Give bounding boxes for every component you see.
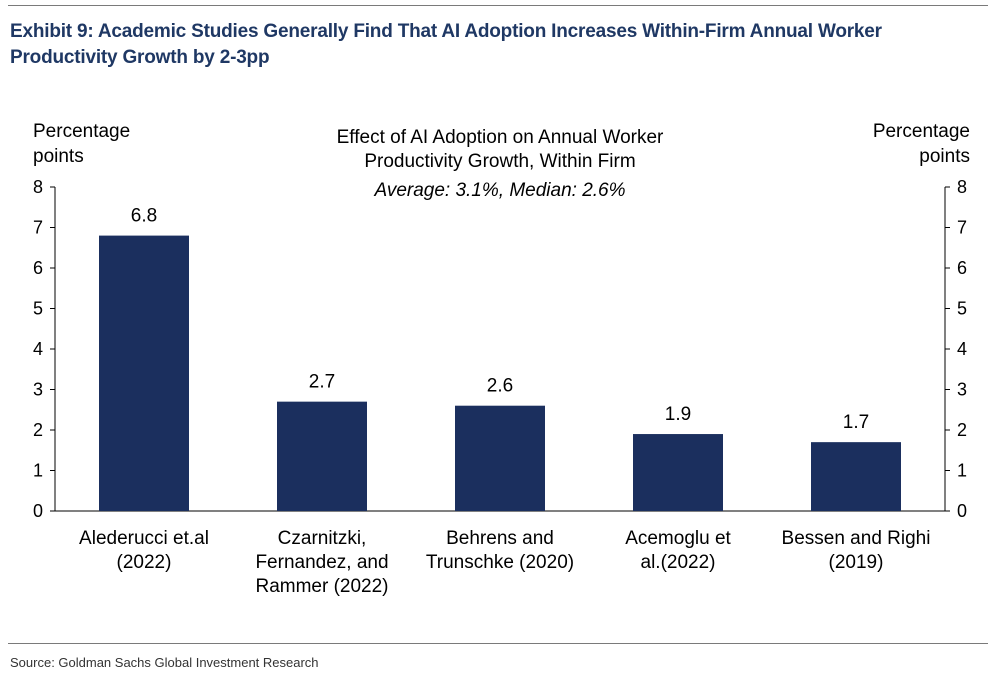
- chart-subtitle: Average: 3.1%, Median: 2.6%: [373, 180, 625, 201]
- x-category-label: Fernandez, and: [255, 552, 388, 573]
- right-y-tick-label: 1: [957, 461, 967, 481]
- chart-labels: 0 0 1 1 2 2 3 3 4 4 5 5 6 6 7 7 8 8 Percentage points Percen…: [33, 121, 970, 597]
- x-category-label: Czarnitzki,: [278, 528, 367, 549]
- bar: [633, 434, 723, 511]
- bar: [455, 405, 545, 511]
- bar-value-label: 2.7: [309, 372, 335, 393]
- right-y-axis-title: Percentage: [873, 121, 970, 142]
- bar-value-label: 2.6: [487, 376, 513, 397]
- right-y-tick-label: 6: [957, 258, 967, 278]
- left-y-tick-label: 0: [33, 501, 43, 521]
- top-rule: [8, 5, 988, 6]
- bar-value-label: 1.9: [665, 404, 691, 425]
- right-y-tick-label: 2: [957, 420, 967, 440]
- right-y-tick-label: 5: [957, 299, 967, 319]
- x-category-label: al.(2022): [641, 552, 716, 573]
- source-note: Source: Goldman Sachs Global Investment …: [10, 655, 319, 670]
- x-category-label: Behrens and: [446, 528, 554, 549]
- left-y-tick-label: 6: [33, 258, 43, 278]
- right-y-tick-label: 8: [957, 177, 967, 197]
- right-y-axis-title: points: [919, 146, 970, 167]
- bottom-rule: [8, 643, 988, 644]
- left-y-tick-label: 2: [33, 420, 43, 440]
- left-y-tick-label: 3: [33, 380, 43, 400]
- bar: [811, 442, 901, 511]
- left-y-tick-label: 1: [33, 461, 43, 481]
- bar: [99, 235, 189, 511]
- x-category-label: Acemoglu et: [625, 528, 731, 549]
- bar: [277, 401, 367, 511]
- bar-value-label: 6.8: [131, 206, 157, 227]
- x-category-label: Trunschke (2020): [426, 552, 574, 573]
- exhibit-title-line-1: Exhibit 9: Academic Studies Generally Fi…: [10, 21, 882, 42]
- x-category-label: Rammer (2022): [255, 576, 388, 597]
- right-y-tick-label: 0: [957, 501, 967, 521]
- right-y-tick-label: 3: [957, 380, 967, 400]
- x-category-label: (2022): [117, 552, 172, 573]
- x-category-label: Bessen and Righi: [782, 528, 931, 549]
- left-y-axis-title: Percentage: [33, 121, 130, 142]
- bar-chart: 0 0 1 1 2 2 3 3 4 4 5 5 6 6 7 7 8 8 Percentage points Percen…: [33, 121, 970, 597]
- left-y-tick-label: 8: [33, 177, 43, 197]
- exhibit-title: Exhibit 9: Academic Studies Generally Fi…: [10, 19, 970, 71]
- exhibit-title-line-2: Productivity Growth by 2-3pp: [10, 47, 270, 68]
- chart-bars: [99, 235, 901, 511]
- left-y-tick-label: 7: [33, 218, 43, 238]
- left-y-tick-label: 4: [33, 339, 43, 359]
- x-category-label: Alederucci et.al: [79, 528, 209, 549]
- x-category-label: (2019): [829, 552, 884, 573]
- left-y-tick-label: 5: [33, 299, 43, 319]
- left-y-axis-title: points: [33, 146, 84, 167]
- bar-value-label: 1.7: [843, 412, 869, 433]
- chart-title: Productivity Growth, Within Firm: [364, 151, 635, 172]
- right-y-tick-label: 7: [957, 218, 967, 238]
- right-y-tick-label: 4: [957, 339, 967, 359]
- chart-title: Effect of AI Adoption on Annual Worker: [337, 127, 664, 148]
